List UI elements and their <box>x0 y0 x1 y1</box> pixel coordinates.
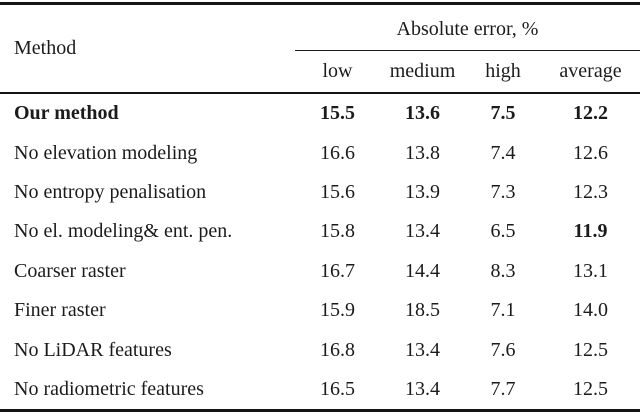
method-label: Coarser raster <box>14 259 126 282</box>
table-row-no-entropy-penalisation: No entropy penalisation 15.6 13.9 7.3 12… <box>0 173 640 212</box>
value-low: 15.8 <box>320 220 355 243</box>
table-row-no-el-modeling-ent-pen: No el. modeling& ent. pen. 15.8 13.4 6.5… <box>0 212 640 251</box>
column-header-average: average <box>559 60 622 82</box>
value-high: 7.4 <box>490 141 516 164</box>
method-label: No elevation modeling <box>14 141 198 164</box>
table-body: Our method 15.5 13.6 7.5 12.2 No elevati… <box>0 93 640 411</box>
value-medium: 13.8 <box>405 141 440 164</box>
method-label: No radiometric features <box>14 377 204 400</box>
table-header: Method Absolute error, % low medium high… <box>0 3 640 94</box>
value-low: 16.5 <box>320 377 355 400</box>
value-medium: 13.4 <box>405 220 440 243</box>
value-high: 6.5 <box>490 220 516 243</box>
value-high: 7.1 <box>490 299 516 322</box>
method-label: No entropy penalisation <box>14 180 207 203</box>
group-header-row: Method Absolute error, % <box>0 3 640 59</box>
value-average: 14.0 <box>573 299 608 322</box>
value-low: 15.9 <box>320 299 355 322</box>
method-label: No el. modeling& ent. pen. <box>14 220 233 243</box>
table-row-coarser-raster: Coarser raster 16.7 14.4 8.3 13.1 <box>0 252 640 291</box>
value-average: 12.5 <box>573 338 608 361</box>
sub-header-row: low medium high average <box>0 51 640 94</box>
value-low: 16.8 <box>320 338 355 361</box>
value-low: 16.6 <box>320 141 355 164</box>
method-label: Our method <box>14 102 119 125</box>
method-label: No LiDAR features <box>14 338 172 361</box>
value-high: 7.7 <box>490 377 516 400</box>
value-average: 12.6 <box>573 141 608 164</box>
value-high: 7.6 <box>490 338 516 361</box>
value-medium: 13.6 <box>405 102 440 125</box>
value-high: 7.5 <box>490 102 516 125</box>
column-header-high: high <box>485 60 521 82</box>
value-medium: 14.4 <box>405 259 440 282</box>
column-header-medium: medium <box>389 60 456 82</box>
value-average: 12.5 <box>573 377 608 400</box>
table-row-our-method: Our method 15.5 13.6 7.5 12.2 <box>0 93 640 133</box>
method-label: Finer raster <box>14 299 106 322</box>
table-row-no-elevation-modeling: No elevation modeling 16.6 13.8 7.4 12.6 <box>0 133 640 172</box>
value-high: 7.3 <box>490 180 516 203</box>
value-average: 12.3 <box>573 180 608 203</box>
value-medium: 13.9 <box>405 180 440 203</box>
value-low: 15.5 <box>320 102 355 125</box>
value-medium: 13.4 <box>405 338 440 361</box>
value-medium: 18.5 <box>405 299 440 322</box>
value-medium: 13.4 <box>405 377 440 400</box>
value-high: 8.3 <box>490 259 516 282</box>
column-header-low: low <box>322 60 353 82</box>
table-row-no-lidar-features: No LiDAR features 16.8 13.4 7.6 12.5 <box>0 330 640 369</box>
group-header-absolute-error: Absolute error, % <box>295 3 640 51</box>
column-header-method: Method <box>14 37 77 59</box>
value-average: 12.2 <box>573 102 608 125</box>
value-average: 13.1 <box>573 259 608 282</box>
value-average: 11.9 <box>573 220 608 243</box>
value-low: 15.6 <box>320 180 355 203</box>
value-low: 16.7 <box>320 259 355 282</box>
table-row-no-radiometric-features: No radiometric features 16.5 13.4 7.7 12… <box>0 370 640 411</box>
table-row-finer-raster: Finer raster 15.9 18.5 7.1 14.0 <box>0 291 640 330</box>
